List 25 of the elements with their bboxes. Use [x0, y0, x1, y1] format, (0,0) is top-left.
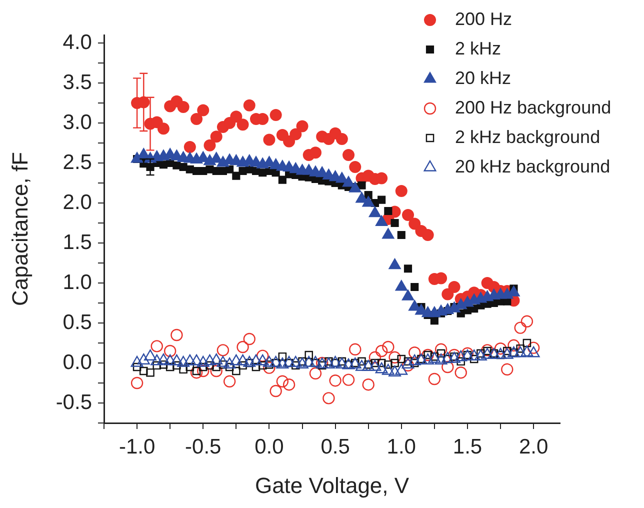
y-tick-label: -0.5 — [56, 390, 92, 414]
x-axis-title: Gate Voltage, V — [254, 472, 410, 498]
legend-label: 20 kHz — [455, 68, 512, 88]
y-tick-label: 0.5 — [62, 310, 92, 334]
x-tick-label: 1.0 — [386, 435, 416, 458]
y-tick-label: 4.0 — [62, 30, 92, 54]
y-axis-title: Capacitance, fF — [7, 152, 32, 306]
legend-label: 200 Hz — [455, 8, 512, 29]
y-tick-label: 2.5 — [62, 150, 92, 174]
y-tick-label: 3.5 — [62, 70, 92, 94]
y-tick-label: 1.5 — [62, 230, 92, 254]
y-tick-label: 1.0 — [62, 270, 92, 294]
legend-label: 20 kHz background — [455, 156, 610, 176]
y-tick-label: 0.0 — [62, 350, 92, 374]
x-tick-label: 0.0 — [254, 435, 284, 458]
x-tick-label: -0.5 — [185, 435, 222, 458]
y-tick-label: 2.0 — [62, 190, 92, 214]
x-tick-label: -1.0 — [118, 435, 156, 458]
x-tick-label: 2.0 — [518, 435, 548, 458]
x-tick-label: 0.5 — [320, 435, 350, 458]
legend-label: 2 kHz — [455, 38, 502, 58]
y-tick-label: 3.0 — [62, 110, 92, 134]
x-tick-label: 1.5 — [452, 435, 482, 458]
legend-label: 2 kHz background — [455, 126, 600, 147]
legend-label: 200 Hz background — [455, 97, 612, 118]
